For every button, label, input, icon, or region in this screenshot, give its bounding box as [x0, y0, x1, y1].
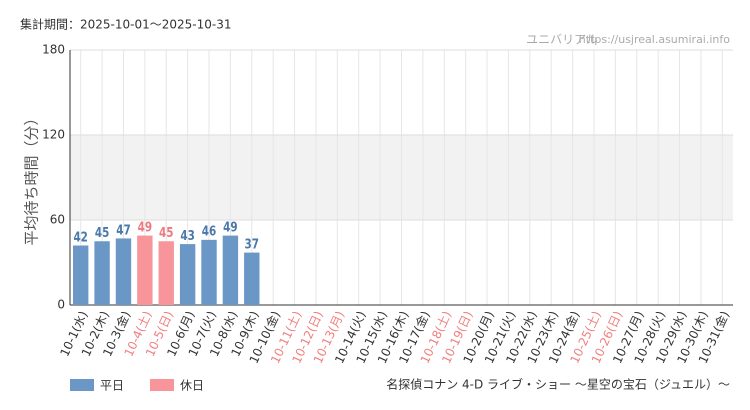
y-tick-label: 60: [50, 213, 65, 227]
bar: [115, 238, 132, 305]
bar: [72, 245, 89, 305]
source-name: ユニバリアル: [526, 33, 598, 47]
y-tick-label: 120: [42, 128, 65, 142]
data-label: 49: [223, 219, 237, 234]
bar: [179, 244, 196, 305]
y-tick-label: 0: [57, 298, 65, 312]
data-label: 43: [180, 228, 194, 243]
data-label: 37: [245, 236, 259, 251]
bar: [158, 241, 174, 305]
data-label: 49: [138, 219, 152, 234]
bar: [94, 241, 110, 305]
legend-label: 平日: [100, 379, 124, 393]
source-url: https://usjreal.asumirai.info: [579, 33, 730, 46]
data-label: 42: [73, 229, 87, 244]
legend-swatch: [70, 379, 94, 391]
y-tick-label: 180: [42, 43, 65, 57]
bar: [222, 235, 239, 305]
bar: [137, 235, 153, 305]
data-label: 46: [202, 224, 216, 239]
bar: [244, 252, 260, 305]
period: 集計期間：2025-10-01〜2025-10-31: [20, 17, 231, 32]
legend-label: 休日: [180, 379, 204, 393]
data-label: 45: [95, 225, 109, 240]
data-label: 45: [159, 225, 173, 240]
bar: [201, 239, 217, 305]
legend-swatch: [150, 379, 174, 391]
data-label: 47: [116, 222, 130, 237]
y-axis-label: 平均待ち時間（分）: [23, 110, 41, 245]
subtitle: 名探偵コナン 4-D ライブ・ショー ～星空の宝石（ジュエル）～: [386, 377, 730, 392]
